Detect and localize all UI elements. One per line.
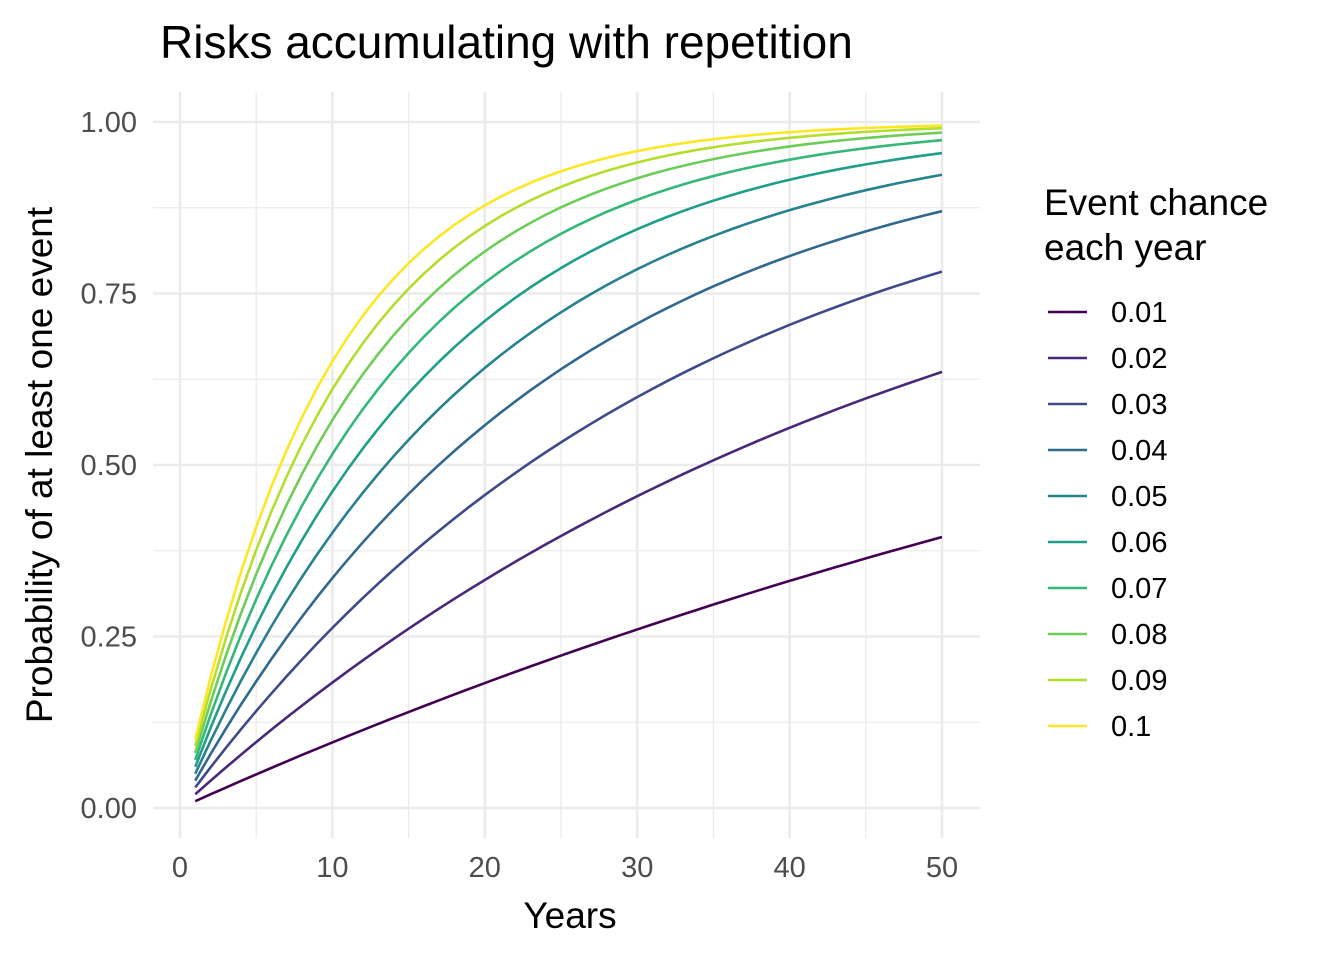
chart-title: Risks accumulating with repetition [160, 16, 853, 68]
series-line-0.02 [194, 370, 943, 796]
y-tick-label: 1.00 [81, 107, 137, 139]
legend-label-0.08: 0.08 [1111, 619, 1167, 651]
x-axis: 0 10 20 30 40 50 [172, 852, 958, 884]
y-tick-label: 0.50 [81, 450, 137, 482]
series-line-0.08 [193, 131, 943, 754]
series-line-0.01 [194, 535, 943, 803]
series-line-0.1 [193, 124, 943, 740]
x-tick-label: 40 [773, 852, 805, 884]
y-axis: 0.00 0.25 0.50 0.75 1.00 [81, 107, 137, 825]
x-tick-label: 10 [316, 852, 348, 884]
y-axis-title: Probability of at least one event [19, 206, 60, 723]
series-line-0.06 [194, 151, 943, 768]
legend-label-0.03: 0.03 [1111, 389, 1167, 421]
legend-label-0.01: 0.01 [1111, 297, 1167, 329]
legend: Event chance each year 0.010.020.030.040… [1044, 182, 1268, 743]
legend-title-line-2: each year [1044, 227, 1207, 268]
y-tick-label: 0.25 [81, 622, 137, 654]
x-tick-label: 0 [172, 852, 188, 884]
series-line-0.03 [194, 270, 943, 789]
legend-label-0.09: 0.09 [1111, 665, 1167, 697]
x-axis-title: Years [523, 895, 616, 936]
legend-items: 0.01 0.02 0.03 0.04 0.05 0.06 0.07 0.08 0.09 0.1 [1048, 297, 1167, 743]
series-line-0.09 [193, 126, 943, 747]
series-lines [193, 124, 943, 803]
series-line-0.05 [194, 173, 943, 775]
legend-label-0.07: 0.07 [1111, 573, 1167, 605]
series-line-0.07 [194, 138, 943, 761]
grid [153, 92, 980, 838]
series-line-0.04 [194, 209, 943, 782]
legend-label-0.02: 0.02 [1111, 343, 1167, 375]
x-tick-label: 30 [621, 852, 653, 884]
legend-label-0.1: 0.1 [1111, 711, 1151, 743]
y-tick-label: 0.75 [81, 279, 137, 311]
legend-label-0.04: 0.04 [1111, 435, 1167, 467]
legend-label-0.05: 0.05 [1111, 481, 1167, 513]
x-tick-label: 50 [926, 852, 958, 884]
legend-label-0.06: 0.06 [1111, 527, 1167, 559]
y-tick-label: 0.00 [81, 793, 137, 825]
x-tick-label: 20 [469, 852, 501, 884]
legend-title-line-1: Event chance [1044, 182, 1268, 223]
